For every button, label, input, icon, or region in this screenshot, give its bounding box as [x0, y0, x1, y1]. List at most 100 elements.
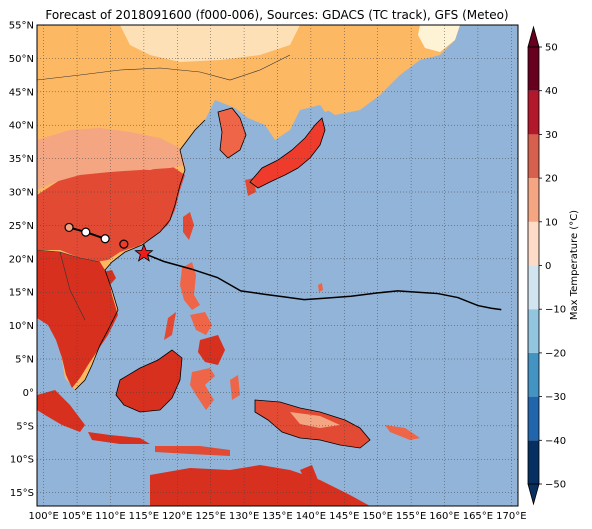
colorbar-segment [528, 352, 539, 397]
lon-tick-label: 120°E [162, 511, 192, 522]
japan-honshu [250, 118, 325, 188]
colorbar-tick-label: −10 [545, 305, 566, 316]
lat-tick-label: 40°N [9, 121, 34, 132]
lat-tick-label: 15°N [9, 288, 34, 299]
colorbar-tick-label: 0 [545, 261, 551, 272]
lat-tick-label: 25°N [9, 221, 34, 232]
lat-tick-label: 0° [23, 388, 34, 399]
colorbar-tick-label: −30 [545, 392, 566, 403]
coastline-new-guinea [254, 399, 371, 449]
borneo [116, 350, 182, 412]
colorbar-tick-label: 30 [545, 130, 558, 141]
lat-tick-label: 45°N [9, 87, 34, 98]
sumatra [37, 390, 85, 432]
lat-tick-label: 5°N [15, 355, 34, 366]
north-australia [150, 465, 370, 506]
lat-tick-label: 20°N [9, 254, 34, 265]
colorbar-segment [528, 440, 539, 484]
lon-tick-label: 110°E [95, 511, 125, 522]
lon-tick-label: 165°E [463, 511, 493, 522]
colorbar-segment [528, 396, 539, 441]
new-guinea-highlands [290, 412, 340, 428]
chart-title: Forecast of 2018091600 (f000-006), Sourc… [45, 8, 509, 22]
kuril-islands [345, 92, 353, 102]
lat-tick-label: 55°N [9, 21, 34, 32]
colorbar-segment [528, 265, 539, 310]
java [88, 432, 150, 444]
lon-tick-label: 135°E [262, 511, 292, 522]
lon-tick-label: 100°E [28, 511, 58, 522]
lon-tick-label: 115°E [129, 511, 159, 522]
lon-tick-label: 105°E [62, 511, 92, 522]
border-indochina [59, 251, 86, 321]
colorbar-tick-label: 40 [545, 86, 558, 97]
lon-tick-label: 170°E [496, 511, 526, 522]
mariana-islands [318, 283, 323, 292]
longitude-labels: 100°E 105°E 110°E 115°E 120°E 125°E 130°E 135°E… [28, 511, 526, 522]
lon-tick-label: 155°E [396, 511, 426, 522]
colorbar-tick-label: 20 [545, 174, 558, 185]
past-position-marker [64, 222, 74, 233]
colorbar-tick-label: −40 [545, 436, 566, 447]
storm-track-layer [64, 222, 502, 311]
lon-tick-label: 125°E [195, 511, 225, 522]
lesser-sunda [155, 446, 230, 456]
colorbar-tick-label: 50 [545, 43, 558, 54]
colorbar-segment [528, 47, 539, 91]
coastline-borneo [115, 349, 183, 413]
colorbar-max-extension [527, 25, 540, 48]
past-position-marker [100, 234, 110, 244]
lon-tick-label: 150°E [363, 511, 393, 522]
coastline-korea [217, 107, 247, 159]
coastline-asia [74, 119, 206, 391]
philippines-visayas [190, 312, 212, 335]
lat-tick-label: 50°N [9, 54, 34, 65]
japan-hokkaido [318, 85, 342, 112]
lat-tick-label: 15°S [10, 488, 34, 499]
lon-tick-label: 140°E [296, 511, 326, 522]
colorbar-min-extension [527, 483, 540, 506]
lat-tick-label: 10°S [10, 455, 34, 466]
sulawesi [190, 368, 215, 410]
lat-tick-label: 5°S [16, 421, 34, 432]
colorbar-segment [528, 178, 539, 222]
lat-tick-label: 10°N [9, 321, 34, 332]
coastline-japan [249, 117, 326, 189]
colorbar-tick-label: −50 [545, 480, 566, 491]
colorbar-segment [528, 309, 539, 353]
lat-tick-label: 35°N [9, 154, 34, 165]
lat-tick-label: 30°N [9, 188, 34, 199]
japan-kyushu [245, 178, 256, 196]
colorbar-segment [528, 90, 539, 135]
moluccas [230, 375, 240, 400]
latitude-labels: 55°N 50°N 45°N 40°N 35°N 30°N 25°N 20°N 15°N 10°N… [9, 21, 34, 500]
cape-york [300, 465, 318, 490]
sakhalin [325, 35, 333, 78]
north-cool [120, 25, 300, 62]
map-frame [36, 24, 519, 507]
forecast-track-line [143, 252, 502, 311]
coastlines [74, 107, 371, 449]
lon-tick-label: 145°E [329, 511, 359, 522]
past-positions [64, 222, 129, 249]
lon-tick-label: 130°E [229, 511, 259, 522]
northeast-light [418, 25, 460, 52]
colorbar-segment [528, 221, 539, 266]
lon-tick-label: 160°E [429, 511, 459, 522]
philippines-mindanao [198, 335, 225, 365]
storm-position-star-icon [134, 243, 154, 262]
border-china-south [37, 249, 101, 263]
past-position-marker [81, 227, 91, 237]
korean-peninsula [218, 108, 246, 158]
past-position-marker [119, 239, 129, 249]
land-temperature-layer [37, 25, 460, 506]
palawan [164, 312, 176, 340]
central-china-warm [37, 128, 185, 190]
colorbar-label: Max Temperature (°C) [569, 210, 580, 320]
philippines-luzon [180, 262, 200, 310]
country-borders [37, 54, 291, 321]
asia-mainland [37, 25, 460, 390]
taiwan-island [183, 212, 194, 240]
colorbar: 50 40 30 20 10 0 −10 −20 −30 −40 −50 [527, 25, 566, 506]
